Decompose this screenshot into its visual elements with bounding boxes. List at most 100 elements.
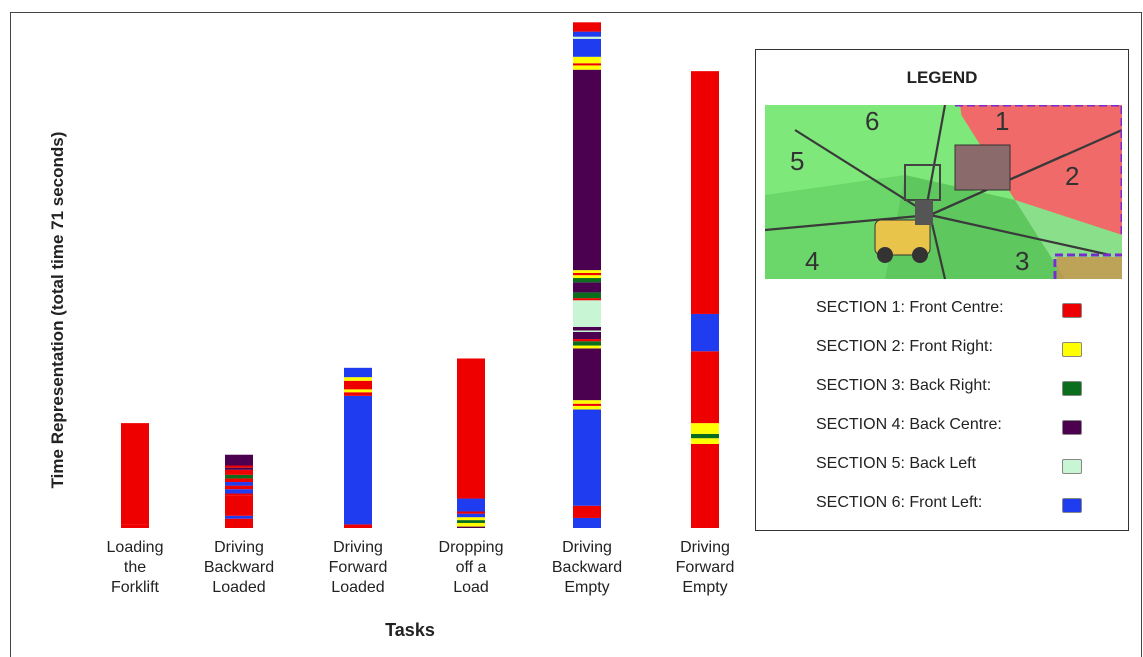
chart-frame	[10, 12, 1142, 657]
forklift-sections-image: 1 2 3 4 5 6	[765, 105, 1122, 279]
legend-entry-section-1: SECTION 1: Front Centre:	[816, 299, 1106, 323]
bar-2-segment-13	[225, 454, 253, 466]
bar-2-segment-5	[225, 489, 253, 494]
bar-5-segment-9	[573, 341, 601, 346]
legend-entry-label: SECTION 5: Back Left	[816, 455, 977, 472]
bar-6-segment-6	[691, 313, 719, 352]
bar-1-segment-1	[121, 524, 149, 528]
bar-2-segment-3	[225, 495, 253, 516]
bar-5-segment-17	[573, 282, 601, 293]
x-axis-title: Tasks	[385, 620, 435, 640]
x-tick-label: Driving Backward Loaded	[184, 538, 294, 598]
section-6-image-label: 6	[865, 106, 879, 136]
bar-5-segment-11	[573, 331, 601, 340]
legend-entry-label: SECTION 2: Front Right:	[816, 338, 993, 355]
bar-5-segment-29	[573, 22, 601, 32]
bar-5-segment-4	[573, 405, 601, 410]
section-4-image-label: 4	[805, 246, 819, 276]
legend-entry-label: SECTION 6: Front Left:	[816, 494, 983, 511]
x-tick-label-line: Forward	[328, 559, 388, 576]
section-3-image-label: 3	[1015, 246, 1029, 276]
bar-2-segment-6	[225, 485, 253, 490]
x-tick-label-line: Loaded	[331, 579, 385, 596]
bar-4	[457, 358, 485, 528]
bar-2-segment-9	[225, 474, 253, 479]
bar-3-segment-3	[344, 392, 372, 396]
bar-3	[344, 367, 372, 528]
bar-5-segment-16	[573, 292, 601, 299]
bar-5-segment-26	[573, 38, 601, 57]
bar-5-segment-13	[573, 326, 601, 331]
bar-5-segment-19	[573, 275, 601, 279]
legend-entry-section-4: SECTION 4: Back Centre:	[816, 416, 1106, 440]
bar-1-segment-2	[121, 423, 149, 525]
x-tick-label-line: Driving	[333, 539, 383, 556]
x-tick-label-line: Forward	[675, 559, 735, 576]
section-5-image-label: 5	[790, 146, 804, 176]
bar-4-segment-3	[457, 520, 485, 523]
bar-2-segment-12	[225, 465, 253, 468]
x-tick-label: Driving Forward Empty	[650, 538, 760, 598]
x-tick-label-line: off a	[455, 559, 487, 576]
x-tick-label-line: Empty	[682, 579, 728, 596]
x-tick-label: Driving Backward Empty	[532, 538, 642, 598]
legend-entry-section-2: SECTION 2: Front Right:	[816, 338, 1106, 362]
bar-5-segment-6	[573, 400, 601, 404]
bar-5-segment-25	[573, 56, 601, 64]
bar-5-segment-18	[573, 278, 601, 283]
legend-entry-label: SECTION 1: Front Centre:	[816, 299, 1004, 316]
x-tick-label-line: Driving	[680, 539, 730, 556]
bar-5-segment-28	[573, 31, 601, 37]
bar-2-segment-8	[225, 478, 253, 483]
x-tick-label-line: Forklift	[111, 579, 159, 596]
bar-6-segment-7	[691, 71, 719, 314]
bar-6-segment-5	[691, 351, 719, 424]
legend-swatch	[1062, 342, 1082, 357]
bar-4-segment-4	[457, 517, 485, 521]
bar-6-segment-3	[691, 433, 719, 439]
legend-entry-section-6: SECTION 6: Front Left:	[816, 494, 1106, 518]
bar-5-segment-5	[573, 403, 601, 406]
bar-6	[691, 71, 719, 528]
bar-5-segment-21	[573, 270, 601, 273]
bar-3-segment-1	[344, 524, 372, 528]
bar-4-segment-8	[457, 358, 485, 499]
bar-2-segment-7	[225, 482, 253, 486]
x-tick-label-line: the	[123, 559, 147, 576]
legend-entry-label: SECTION 3: Back Right:	[816, 377, 992, 394]
bar-3-segment-7	[344, 367, 372, 378]
bar-2	[225, 454, 253, 528]
legend-entry-section-3: SECTION 3: Back Right:	[816, 377, 1106, 401]
bar-3-segment-4	[344, 389, 372, 393]
x-tick-label: Loading the Forklift	[80, 538, 190, 598]
bar-5-segment-7	[573, 348, 601, 401]
bar-5	[573, 22, 601, 528]
bar-5-segment-15	[573, 298, 601, 301]
stacked-bar-chart	[121, 22, 719, 528]
bar-3-segment-6	[344, 377, 372, 381]
x-tick-label: Dropping off a Load	[416, 538, 526, 598]
bar-6-segment-4	[691, 423, 719, 434]
bar-4-segment-5	[457, 513, 485, 518]
bar-3-segment-2	[344, 395, 372, 525]
legend-entry-section-5: SECTION 5: Back Left	[816, 455, 1106, 479]
legend-swatch	[1062, 381, 1082, 396]
bar-5-segment-10	[573, 339, 601, 342]
legend-swatch	[1062, 459, 1082, 474]
legend: LEGEND 1 2 3 4 5 6	[755, 49, 1129, 531]
bar-4-segment-1	[457, 526, 485, 528]
bar-6-segment-2	[691, 438, 719, 444]
legend-swatch	[1062, 420, 1082, 435]
bar-2-segment-11	[225, 467, 253, 470]
x-tick-label-line: Backward	[551, 559, 623, 576]
legend-entry-label: SECTION 4: Back Centre:	[816, 416, 1002, 433]
legend-title: LEGEND	[906, 68, 978, 87]
bar-5-segment-14	[573, 300, 601, 327]
x-tick-label-line: Loading	[106, 539, 164, 556]
bar-3-segment-5	[344, 380, 372, 390]
bar-5-segment-27	[573, 36, 601, 39]
bar-4-segment-2	[457, 522, 485, 527]
bar-2-segment-4	[225, 493, 253, 496]
bar-2-segment-2	[225, 515, 253, 519]
x-tick-label: Driving Forward Loaded	[303, 538, 413, 598]
